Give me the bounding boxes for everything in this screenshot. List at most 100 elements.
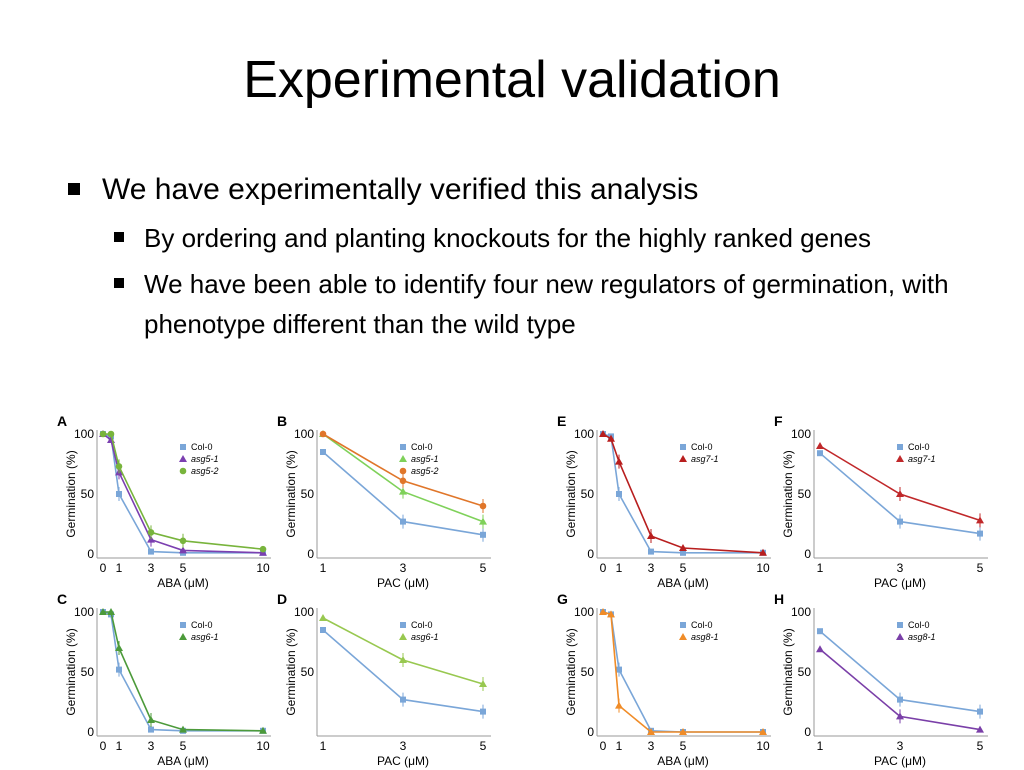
x-tick-label: 10 bbox=[256, 739, 270, 753]
data-point bbox=[179, 633, 187, 640]
data-point bbox=[399, 487, 407, 495]
data-point bbox=[896, 490, 904, 497]
square-bullet-icon bbox=[68, 183, 80, 195]
data-point bbox=[616, 491, 622, 497]
legend-entry: asg5-2 bbox=[411, 466, 439, 476]
sub-bullet-text: By ordering and planting knockouts for t… bbox=[144, 223, 872, 253]
x-tick-label: 3 bbox=[400, 739, 407, 753]
data-point bbox=[107, 608, 115, 615]
legend-entry: asg5-2 bbox=[191, 466, 219, 476]
panel-label: F bbox=[774, 413, 783, 429]
x-tick-label: 10 bbox=[756, 739, 770, 753]
x-axis-title: PAC (μM) bbox=[874, 576, 926, 590]
panel-label: G bbox=[557, 591, 568, 607]
x-tick-label: 5 bbox=[680, 561, 687, 575]
y-axis-title: Germination (%) bbox=[564, 450, 578, 537]
y-tick-label: 50 bbox=[301, 665, 315, 679]
data-point bbox=[977, 708, 983, 715]
x-tick-label: 5 bbox=[977, 739, 984, 753]
data-point bbox=[115, 463, 123, 470]
x-tick-label: 5 bbox=[480, 561, 487, 575]
x-tick-label: 10 bbox=[256, 561, 270, 575]
data-point bbox=[615, 701, 623, 709]
x-tick-label: 5 bbox=[180, 739, 187, 753]
data-point bbox=[616, 666, 622, 673]
y-tick-label: 100 bbox=[574, 427, 594, 441]
series-line bbox=[602, 433, 763, 554]
bullet-list: We have experimentally verified this ana… bbox=[62, 168, 982, 344]
x-axis-title: PAC (μM) bbox=[377, 754, 429, 768]
panel-label: C bbox=[57, 591, 67, 607]
data-point bbox=[679, 544, 687, 551]
x-tick-label: 0 bbox=[600, 739, 607, 753]
data-point bbox=[680, 549, 686, 556]
data-point bbox=[480, 531, 486, 538]
y-tick-label: 100 bbox=[294, 605, 314, 619]
data-point bbox=[896, 633, 904, 640]
y-tick-label: 0 bbox=[87, 725, 94, 739]
legend-entry: Col-0 bbox=[411, 620, 433, 630]
data-point bbox=[679, 455, 687, 462]
legend-entry: Col-0 bbox=[691, 442, 713, 452]
data-point bbox=[976, 725, 984, 733]
legend-entry: asg8-1 bbox=[691, 632, 719, 642]
legend-entry: asg5-1 bbox=[411, 454, 439, 464]
y-tick-label: 0 bbox=[587, 547, 594, 561]
y-tick-label: 100 bbox=[74, 427, 94, 441]
y-tick-label: 0 bbox=[587, 725, 594, 739]
data-point bbox=[116, 491, 122, 497]
x-tick-label: 3 bbox=[148, 739, 155, 753]
data-point bbox=[259, 726, 267, 734]
y-tick-label: 50 bbox=[581, 665, 595, 679]
legend-entry: asg7-1 bbox=[691, 454, 719, 464]
data-point bbox=[179, 467, 187, 475]
x-tick-label: 1 bbox=[320, 561, 327, 575]
series-line bbox=[602, 611, 763, 733]
y-tick-label: 50 bbox=[301, 487, 315, 501]
legend-entry: Col-0 bbox=[691, 620, 713, 630]
data-point bbox=[99, 430, 107, 438]
series-line bbox=[602, 433, 764, 554]
x-tick-label: 3 bbox=[648, 739, 655, 753]
data-point bbox=[179, 455, 187, 462]
x-tick-label: 0 bbox=[600, 561, 607, 575]
data-point bbox=[897, 518, 903, 525]
data-point bbox=[647, 532, 655, 539]
y-tick-label: 50 bbox=[81, 487, 95, 501]
data-point bbox=[116, 666, 122, 673]
chart-panel-d: D 50 100 1 3 5 PAC (μM) Germination (%) Col-0 asg… bbox=[277, 591, 491, 768]
x-axis-title: ABA (μM) bbox=[657, 576, 709, 590]
data-point bbox=[399, 633, 407, 640]
y-axis-title: Germination (%) bbox=[284, 628, 298, 715]
x-tick-label: 1 bbox=[116, 739, 123, 753]
data-point bbox=[648, 548, 654, 555]
legend-entry: Col-0 bbox=[191, 442, 213, 452]
data-point bbox=[759, 548, 767, 556]
data-point bbox=[400, 518, 406, 525]
y-tick-label: 50 bbox=[581, 487, 595, 501]
data-point bbox=[896, 712, 904, 720]
data-point bbox=[680, 622, 686, 628]
legend-entry: asg7-1 bbox=[908, 454, 936, 464]
data-point bbox=[179, 546, 187, 554]
data-point bbox=[647, 728, 655, 735]
data-point bbox=[816, 645, 824, 653]
y-tick-label: 0 bbox=[804, 725, 811, 739]
bullet-level-1: We have experimentally verified this ana… bbox=[62, 168, 982, 212]
data-point bbox=[679, 633, 687, 640]
series-line bbox=[103, 433, 264, 550]
y-tick-label: 100 bbox=[74, 605, 94, 619]
legend-entry: Col-0 bbox=[908, 620, 930, 630]
data-point bbox=[897, 622, 903, 628]
data-point bbox=[319, 614, 327, 621]
y-axis-title: Germination (%) bbox=[564, 628, 578, 715]
data-point bbox=[817, 628, 823, 635]
y-axis-title: Germination (%) bbox=[64, 628, 78, 715]
data-point bbox=[147, 716, 155, 723]
data-point bbox=[99, 608, 107, 615]
data-point bbox=[400, 444, 406, 450]
legend-entry: Col-0 bbox=[411, 442, 433, 452]
